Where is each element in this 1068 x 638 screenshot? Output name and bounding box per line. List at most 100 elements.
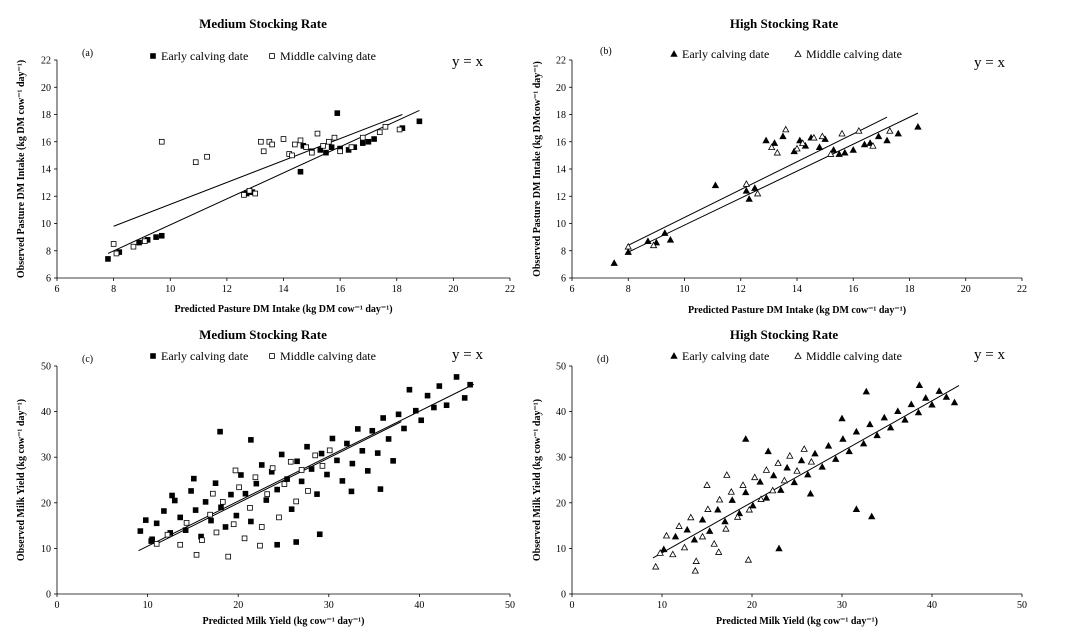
- data-point: [811, 449, 819, 457]
- data-point: [289, 152, 295, 159]
- legend-label: Early calving date: [161, 49, 248, 63]
- data-point: [874, 132, 883, 140]
- data-point: [698, 532, 707, 540]
- data-point: [704, 505, 712, 512]
- x-axis-label: Predicted Milk Yield (kg cow⁻¹ day⁻¹): [202, 616, 364, 627]
- data-point: [855, 127, 863, 134]
- data-point: [715, 548, 723, 555]
- data-point: [769, 471, 778, 479]
- data-point: [770, 139, 779, 146]
- data-point: [649, 241, 658, 249]
- legend-item: Middle calving date: [794, 349, 902, 363]
- data-point: [298, 478, 305, 485]
- data-point: [783, 463, 791, 471]
- data-point: [742, 488, 750, 496]
- data-point: [869, 142, 877, 149]
- data-point: [337, 148, 343, 155]
- data-point: [866, 420, 874, 428]
- data-point: [721, 517, 729, 525]
- data-point: [656, 549, 664, 556]
- data-point: [359, 448, 366, 454]
- data-point: [780, 476, 789, 484]
- data-point: [316, 531, 323, 538]
- data-point: [671, 532, 680, 540]
- chart-panel-1: Medium Stocking Rate 6 8 10 12 14 16 18 20 22 6 8 10…: [16, 16, 515, 315]
- data-point: [698, 515, 707, 523]
- data-point: [292, 141, 298, 148]
- data-point: [883, 136, 891, 144]
- x-tick-label: 8: [626, 284, 631, 295]
- data-point: [829, 146, 838, 153]
- y-tick-label: 22: [556, 56, 566, 67]
- chart-panel-2: High Stocking Rate 6 8 10 12 14 16 18 20 22 6 8 10 12…: [532, 16, 1027, 316]
- y-axis-label: Observed Pasture DM Intake (kg DMcow⁻¹ d…: [532, 61, 543, 277]
- data-point: [749, 501, 757, 509]
- data-point: [269, 141, 275, 148]
- data-point: [706, 527, 714, 534]
- x-tick-label: 10: [143, 600, 153, 611]
- data-point: [252, 474, 259, 481]
- x-tick-label: 10: [165, 284, 175, 295]
- data-point: [359, 134, 366, 141]
- data-point: [284, 476, 290, 482]
- panel-label: (d): [597, 354, 609, 365]
- data-point: [786, 452, 794, 459]
- x-tick-label: 14: [279, 284, 289, 295]
- panel-label: (c): [82, 354, 93, 365]
- data-point: [431, 404, 437, 411]
- data-point: [793, 467, 801, 474]
- data-point: [204, 153, 210, 160]
- data-point: [796, 136, 804, 144]
- y-tick-label: 20: [41, 83, 51, 94]
- data-point: [222, 524, 229, 530]
- y-tick-label: 30: [556, 453, 566, 464]
- data-point: [325, 138, 332, 145]
- data-point: [382, 123, 389, 130]
- data-point: [329, 435, 336, 442]
- regression-line: [652, 385, 960, 559]
- data-point: [192, 159, 199, 165]
- x-tick-label: 0: [570, 600, 575, 611]
- data-point: [236, 484, 242, 491]
- data-point: [258, 524, 265, 530]
- data-point: [922, 394, 930, 401]
- y-tick-label: 14: [41, 165, 51, 176]
- data-point: [777, 486, 785, 493]
- legend-marker: [150, 353, 156, 359]
- data-point: [728, 496, 736, 503]
- data-point: [880, 413, 888, 421]
- legend-item: Early calving date: [150, 349, 248, 363]
- chart-title: High Stocking Rate: [730, 16, 839, 31]
- data-point: [773, 148, 781, 156]
- data-point: [753, 189, 762, 197]
- data-point: [278, 451, 285, 458]
- data-point: [852, 427, 861, 435]
- data-point: [692, 557, 700, 564]
- data-point: [164, 531, 171, 538]
- y-tick-label: 14: [556, 165, 566, 176]
- chart-title: Medium Stocking Rate: [199, 327, 327, 342]
- regression-line: [107, 109, 420, 254]
- data-point: [914, 408, 923, 416]
- data-point: [745, 505, 753, 513]
- data-point: [839, 435, 847, 442]
- data-point: [182, 527, 189, 533]
- legend-marker: [150, 53, 156, 59]
- data-point: [873, 431, 881, 439]
- data-point: [369, 427, 376, 434]
- data-point: [264, 491, 270, 497]
- data-point: [680, 543, 689, 551]
- y-tick-label: 8: [561, 246, 566, 257]
- data-point: [886, 423, 895, 431]
- data-point: [257, 542, 263, 549]
- data-point: [818, 132, 826, 140]
- data-point: [742, 180, 751, 187]
- data-point: [424, 392, 431, 399]
- data-point: [324, 471, 330, 478]
- series-open-square: [153, 447, 333, 560]
- data-point: [775, 544, 783, 552]
- data-point: [443, 402, 450, 409]
- data-point: [110, 241, 117, 247]
- series-open-triangle: [652, 445, 816, 574]
- data-point: [323, 149, 329, 156]
